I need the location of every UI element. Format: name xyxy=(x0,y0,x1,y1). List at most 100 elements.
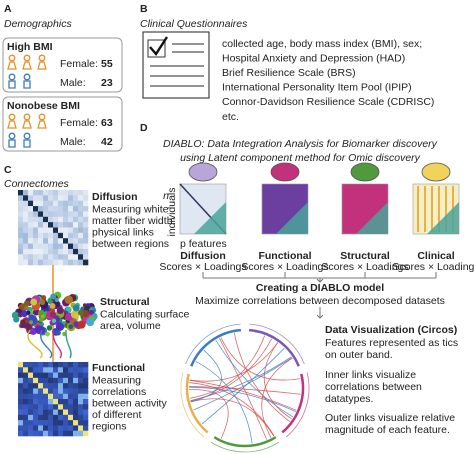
matrix-cell xyxy=(23,232,29,239)
matrix-cell xyxy=(43,248,49,255)
circos-link xyxy=(195,360,253,444)
matrix-cell xyxy=(33,190,39,196)
matrix-cell xyxy=(28,211,34,218)
matrix-cell xyxy=(83,243,89,250)
matrix-cell xyxy=(58,399,64,405)
matrix-cell xyxy=(68,367,74,373)
matrix-cell xyxy=(73,259,79,266)
matrix-cell xyxy=(18,238,24,244)
matrix-cell xyxy=(48,190,54,196)
brain-blob xyxy=(55,330,61,336)
matrix-cell xyxy=(58,206,64,212)
matrix-cell xyxy=(38,232,44,239)
matrix-cell xyxy=(23,409,29,416)
matrix-cell xyxy=(18,200,24,207)
matrix-cell xyxy=(43,259,49,266)
matrix-cell xyxy=(43,206,49,212)
modality-icon xyxy=(421,162,451,182)
matrix-cell xyxy=(18,243,24,250)
matrix-cell xyxy=(28,254,34,260)
matrix-cell xyxy=(78,243,84,250)
brain-blob xyxy=(50,293,57,300)
matrix-cell xyxy=(28,362,34,368)
matrix-cell xyxy=(78,206,84,212)
fiber-strand xyxy=(27,329,43,359)
matrix-cell xyxy=(43,420,49,426)
matrix-cell xyxy=(23,259,29,266)
block-stripe xyxy=(445,186,447,232)
matrix-cell xyxy=(83,232,89,239)
matrix-cell xyxy=(58,238,64,244)
modality-name: Structural xyxy=(100,296,150,308)
matrix-cell xyxy=(38,399,44,405)
matrix-cell xyxy=(33,362,39,368)
panel-letter: A xyxy=(4,3,12,15)
matrix-cell xyxy=(63,206,69,212)
viz-text: datatypes. xyxy=(325,393,373,405)
matrix-cell xyxy=(48,367,54,373)
matrix-cell xyxy=(53,409,59,416)
matrix-cell xyxy=(33,195,39,202)
matrix-cell xyxy=(63,393,69,400)
matrix-cell xyxy=(28,222,34,228)
matrix-cell xyxy=(83,362,89,368)
matrix-cell xyxy=(43,362,49,368)
matrix-cell xyxy=(83,248,89,255)
matrix-cell xyxy=(63,200,69,207)
matrix-cell xyxy=(68,195,74,202)
matrix-cell xyxy=(33,232,39,239)
brain-blob xyxy=(36,325,46,335)
matrix-cell xyxy=(68,377,74,384)
matrix-cell xyxy=(83,399,89,405)
person-head xyxy=(23,54,31,62)
matrix-cell xyxy=(53,367,59,373)
matrix-cell xyxy=(73,367,79,373)
matrix-cell xyxy=(58,232,64,239)
diablo-title: DIABLO: Data Integration Analysis for Bi… xyxy=(163,138,438,150)
circos-link xyxy=(190,398,275,437)
matrix-cell xyxy=(43,372,49,379)
matrix-cell xyxy=(23,200,29,207)
matrix-cell xyxy=(63,383,69,389)
brain-blob xyxy=(49,311,56,318)
matrix-cell xyxy=(68,362,74,368)
matrix-cell xyxy=(83,425,89,432)
matrix-cell xyxy=(43,216,49,223)
matrix-cell xyxy=(73,414,79,421)
brain-blob xyxy=(39,299,46,306)
matrix-cell xyxy=(23,414,29,421)
matrix-cell xyxy=(43,383,49,389)
matrix-cell xyxy=(28,372,34,379)
matrix-cell xyxy=(48,232,54,239)
matrix-cell xyxy=(73,232,79,239)
viz-text: on outer band. xyxy=(325,349,393,361)
matrix-cell xyxy=(48,362,54,368)
matrix-cell xyxy=(48,248,54,255)
person-head xyxy=(23,73,31,81)
group-box xyxy=(2,96,123,152)
matrix-cell xyxy=(58,414,64,421)
matrix-cell xyxy=(68,404,74,410)
brain-blob xyxy=(51,318,57,324)
matrix-cell xyxy=(78,227,84,234)
brain-blob xyxy=(54,297,59,303)
matrix-cell xyxy=(68,414,74,421)
matrix-cell xyxy=(18,259,24,266)
matrix-cell xyxy=(63,399,69,405)
matrix-cell xyxy=(53,211,59,218)
matrix-cell xyxy=(53,430,59,437)
brain-blob xyxy=(11,311,20,319)
check-box xyxy=(147,39,166,58)
matrix-cell xyxy=(73,243,79,250)
matrix-cell xyxy=(23,367,29,373)
matrix-cell xyxy=(18,195,24,202)
matrix-cell xyxy=(58,211,64,218)
matrix-cell xyxy=(48,372,54,379)
matrix-cell xyxy=(58,388,64,395)
matrix-cell xyxy=(23,216,29,223)
modality-description: Measuring white xyxy=(92,203,169,215)
matrix-cell xyxy=(28,243,34,250)
matrix-cell xyxy=(73,211,79,218)
matrix-cell xyxy=(58,377,64,384)
cols-label: p features xyxy=(180,238,227,250)
